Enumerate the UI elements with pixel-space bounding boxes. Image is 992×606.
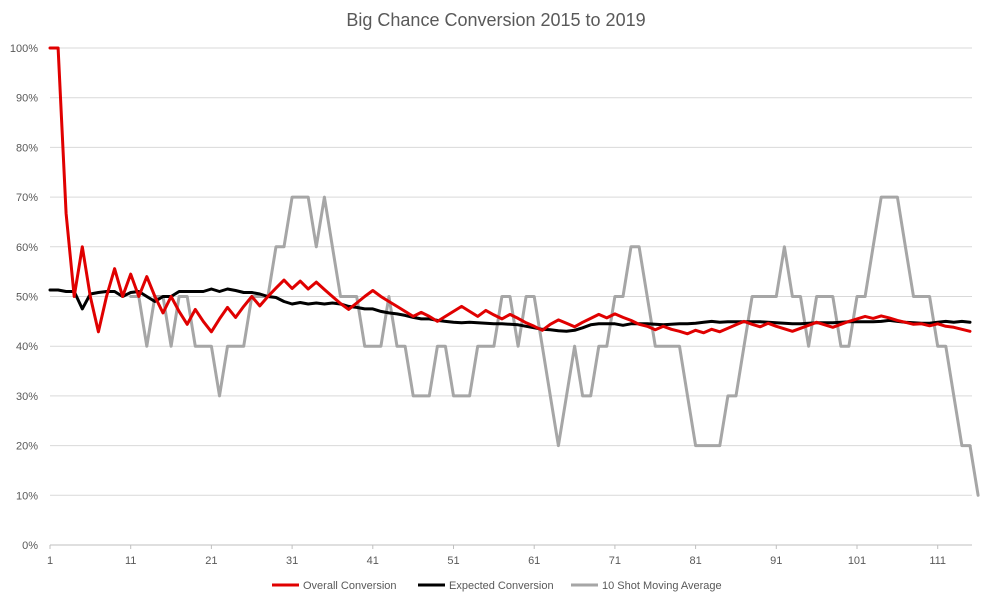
y-tick-label: 100% <box>10 43 38 55</box>
y-tick-label: 30% <box>16 391 38 403</box>
x-tick-label: 101 <box>848 555 866 567</box>
legend-item-overall: Overall Conversion <box>272 580 397 592</box>
legend: Overall Conversion Expected Conversion 10 … <box>272 580 722 592</box>
y-tick-label: 60% <box>16 242 38 254</box>
x-tick-label: 31 <box>286 555 298 567</box>
y-axis-tick-labels: 0% 10% 20% 30% 40% 50% 60% 70% 80% 90% 100% <box>10 43 38 552</box>
y-tick-label: 40% <box>16 341 38 353</box>
x-tick-label: 71 <box>609 555 621 567</box>
x-tick-label: 51 <box>447 555 459 567</box>
legend-item-moving: 10 Shot Moving Average <box>571 580 722 592</box>
y-tick-label: 20% <box>16 441 38 453</box>
series-line-overall <box>48 46 972 336</box>
y-tick-label: 90% <box>16 93 38 105</box>
x-tick-label: 41 <box>367 555 379 567</box>
y-tick-label: 0% <box>22 540 38 552</box>
x-tick-label: 61 <box>528 555 540 567</box>
x-tick-label: 1 <box>47 555 53 567</box>
legend-label: 10 Shot Moving Average <box>602 580 722 592</box>
x-tick-label: 11 <box>125 555 136 567</box>
y-tick-label: 70% <box>16 192 38 204</box>
legend-label: Overall Conversion <box>303 580 397 592</box>
chart-title: Big Chance Conversion 2015 to 2019 <box>346 10 645 30</box>
y-tick-label: 50% <box>16 292 38 304</box>
x-axis-tick-labels: 1 11 21 31 41 51 61 71 81 91 101 111 <box>47 545 946 567</box>
y-tick-label: 80% <box>16 142 38 154</box>
series-lines <box>48 46 980 497</box>
x-tick-label: 111 <box>929 555 946 567</box>
legend-label: Expected Conversion <box>449 580 554 592</box>
x-tick-label: 81 <box>689 555 701 567</box>
legend-item-expected: Expected Conversion <box>418 580 554 592</box>
y-tick-label: 10% <box>16 490 38 502</box>
x-tick-label: 21 <box>205 555 217 567</box>
x-tick-label: 91 <box>770 555 782 567</box>
